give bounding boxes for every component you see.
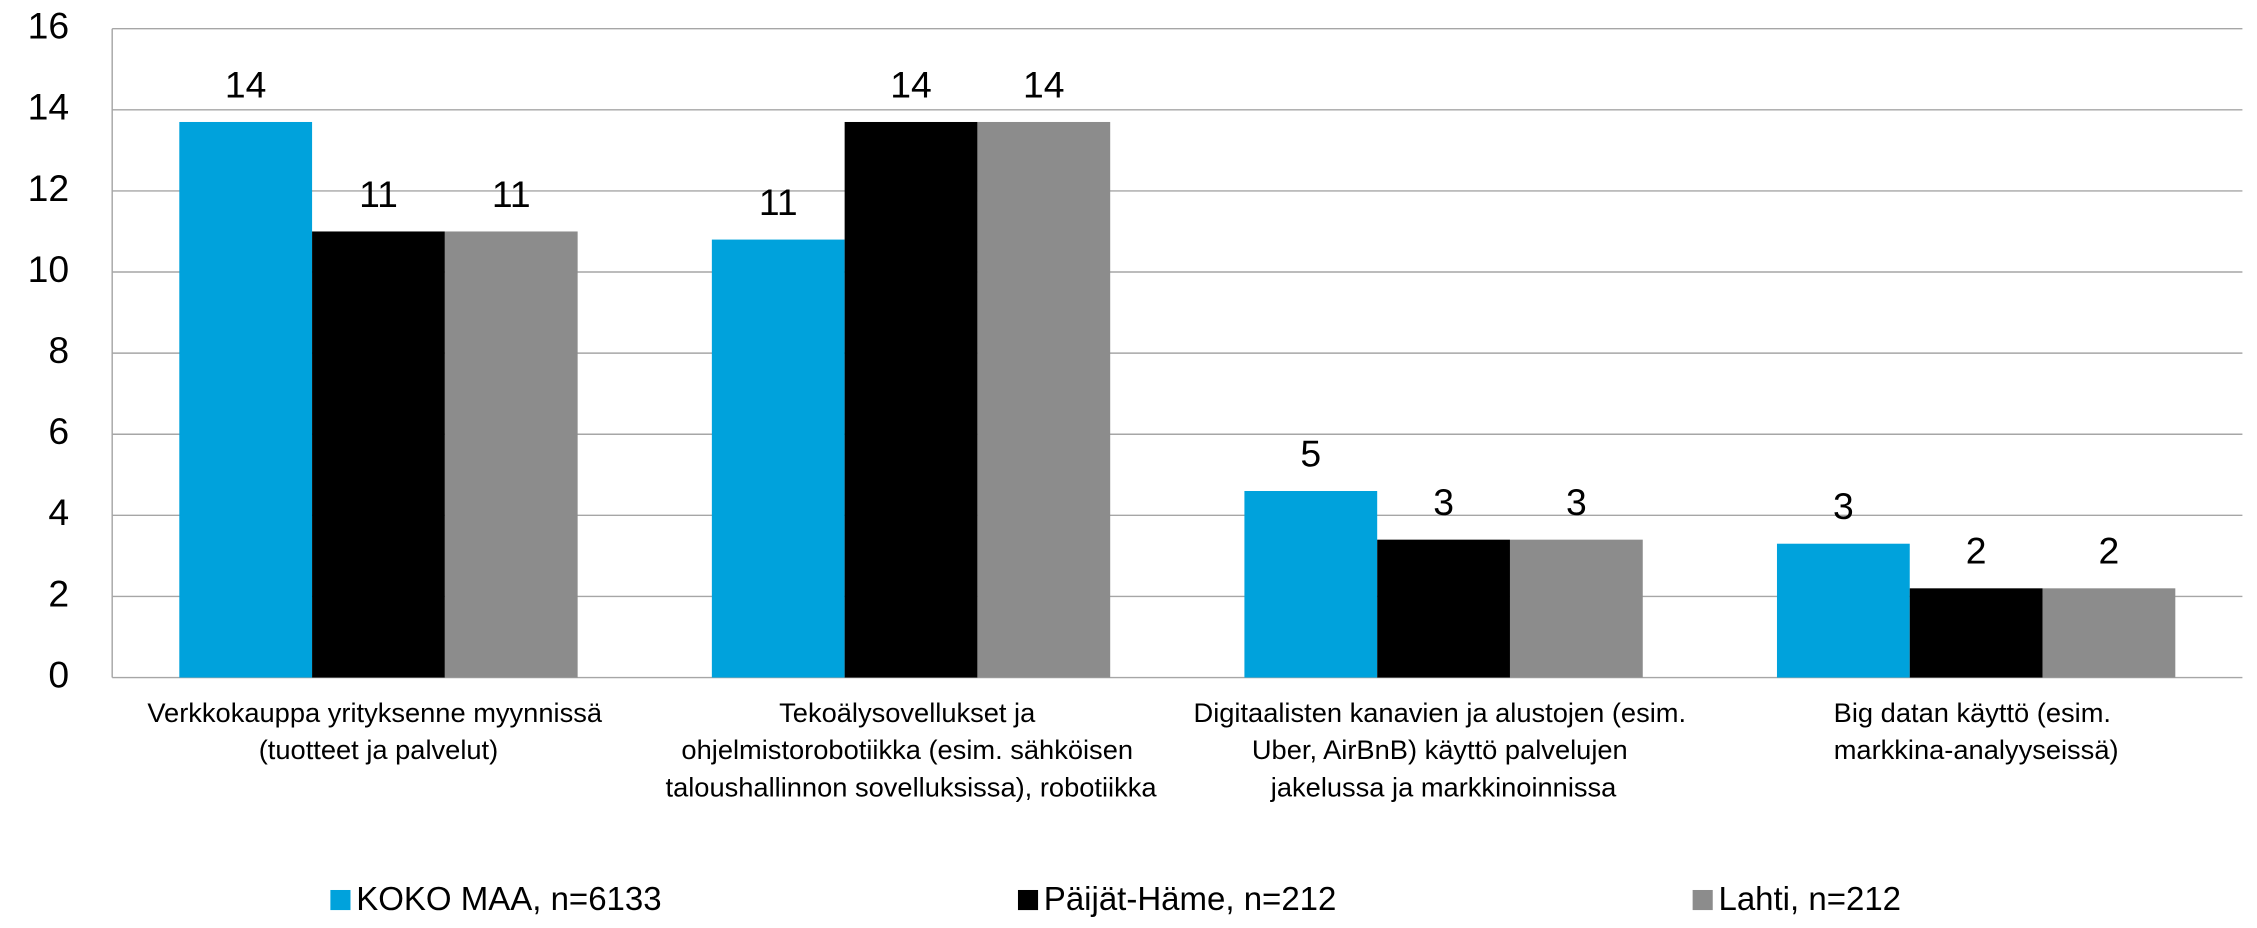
data-label: 3 — [1433, 481, 1454, 523]
bar — [2042, 588, 2176, 678]
y-tick-label: 8 — [48, 329, 69, 371]
data-label: 14 — [1023, 63, 1065, 105]
bar — [977, 121, 1111, 678]
bar — [179, 121, 313, 678]
x-tick-label: Tekoälysovellukset ja ohjelmistorobotiik… — [666, 697, 1158, 803]
legend-swatch — [1017, 889, 1039, 911]
y-tick-label: 10 — [28, 248, 70, 290]
y-tick-label: 0 — [48, 653, 69, 695]
data-label: 14 — [225, 63, 267, 105]
bar — [1909, 588, 2043, 678]
bar — [1244, 490, 1378, 678]
legend-label: KOKO MAA, n=6133 — [356, 880, 661, 917]
legend-swatch — [330, 889, 351, 911]
bar — [312, 231, 445, 678]
bar — [1377, 539, 1510, 678]
legend-swatch — [1692, 889, 1713, 911]
y-tick-label: 4 — [48, 491, 69, 533]
y-tick-label: 6 — [48, 410, 69, 452]
data-label: 2 — [1966, 530, 1987, 572]
data-label: 3 — [1833, 485, 1854, 527]
legend-label: Lahti, n=212 — [1718, 880, 1901, 917]
y-tick-label: 12 — [28, 167, 70, 209]
y-tick-label: 14 — [28, 86, 70, 128]
y-tick-label: 2 — [48, 572, 69, 614]
bar — [1509, 539, 1643, 678]
data-label: 3 — [1566, 481, 1587, 523]
data-label: 11 — [759, 181, 798, 223]
data-label: 5 — [1300, 432, 1321, 474]
data-label: 2 — [2099, 530, 2120, 572]
legend-label: Päijät-Häme, n=212 — [1044, 880, 1337, 917]
x-tick-label: Big datan käyttö (esim. markkina-analyys… — [1834, 697, 2119, 765]
bar — [844, 121, 978, 678]
bar — [444, 231, 578, 678]
data-label: 14 — [890, 63, 932, 105]
x-tick-label: Verkkokauppa yrityksenne myynnissä (tuot… — [147, 697, 609, 765]
x-tick-label: Digitaalisten kanavien ja alustojen (esi… — [1194, 697, 1694, 803]
bar — [711, 239, 845, 678]
data-label: 11 — [359, 173, 398, 215]
data-label: 11 — [492, 173, 531, 215]
y-tick-label: 16 — [28, 5, 70, 47]
bar — [1776, 543, 1910, 678]
